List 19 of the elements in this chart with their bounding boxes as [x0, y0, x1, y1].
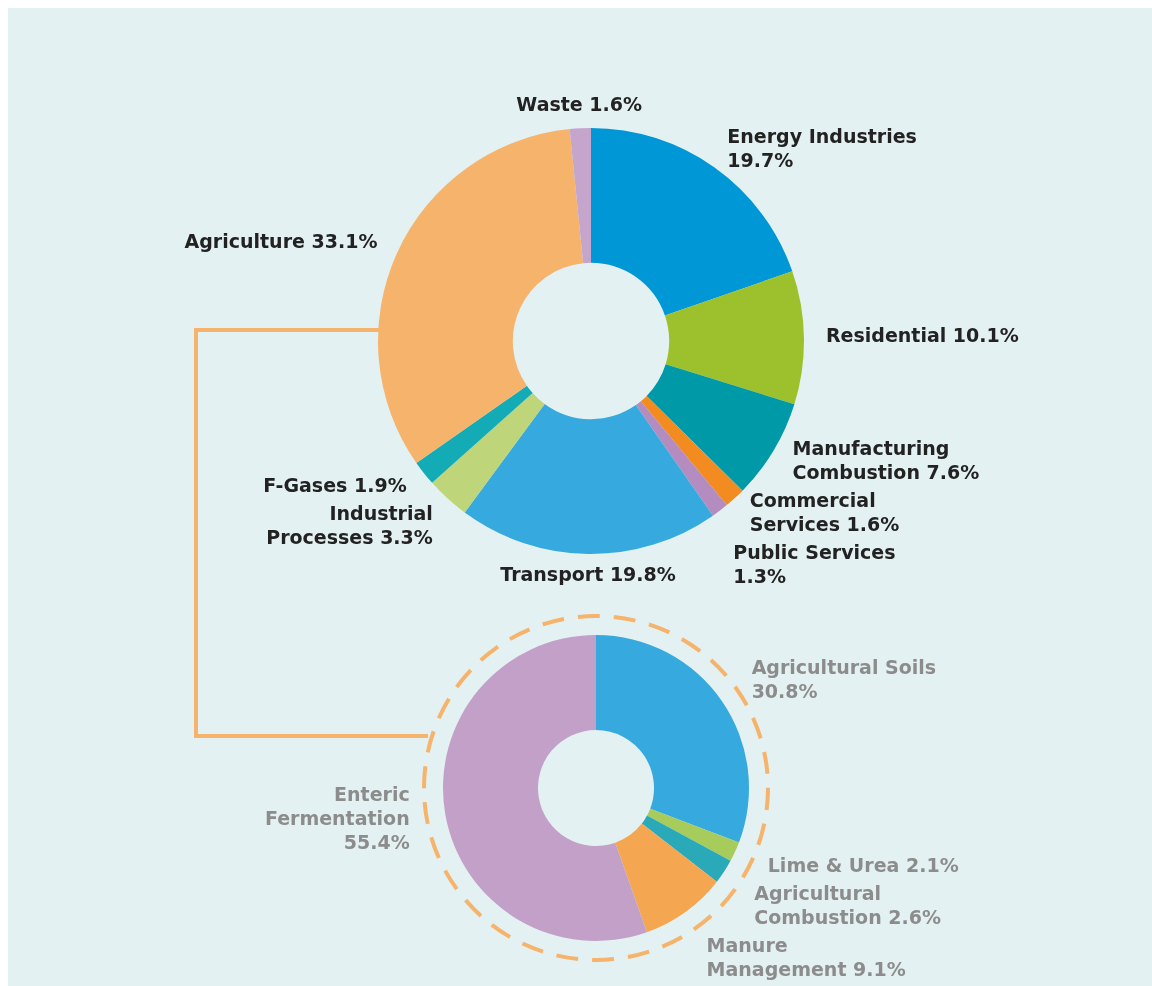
slice-label: F-Gases 1.9%	[263, 473, 407, 496]
slice-label: Transport 19.8%	[500, 562, 676, 585]
slice-label: Manure Management 9.1%	[706, 933, 906, 980]
slice-label: Energy Industries	[727, 124, 917, 147]
slice-label: Lime & Urea 2.1%	[767, 853, 959, 876]
data-label: 19.7%	[727, 148, 794, 171]
slice-label: Agricultural Combustion 2.6%	[754, 881, 942, 928]
slice-label: Manufacturing Combustion 7.6%	[792, 436, 980, 483]
slice-label: Commercial Services 1.6%	[749, 489, 900, 536]
data-label: 1.3%	[733, 565, 786, 588]
slice-label: Residential 10.1%	[825, 324, 1019, 347]
slice-label: Public Services	[733, 541, 896, 564]
data-label: 30.8%	[751, 679, 818, 702]
slice-label: Agriculture 33.1%	[184, 229, 378, 252]
slice-label: Waste 1.6%	[516, 93, 643, 116]
slice-label: Agricultural Soils	[751, 655, 937, 678]
slice-label: Enteric Fermentation	[264, 782, 410, 829]
data-label: 55.4%	[343, 830, 410, 853]
slice-label: Industrial Processes 3.3%	[266, 501, 433, 548]
